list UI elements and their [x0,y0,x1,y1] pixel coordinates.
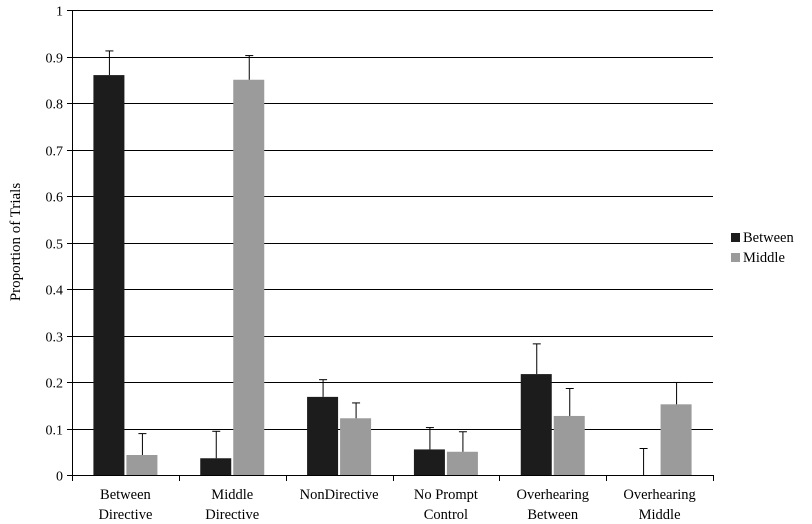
x-category-label: Control [424,507,468,523]
x-category-label: Between [100,487,151,503]
bars [93,75,692,475]
y-tick-label: 0.1 [46,424,64,439]
bar-between [520,374,552,475]
x-category-label: No Prompt [414,487,478,503]
x-category-label: Directive [98,507,152,523]
y-axis-title: Proportion of Trials [8,183,24,302]
y-tick-label: 0.3 [46,331,64,346]
x-category-label: Overhearing [517,487,589,503]
legend-label-between: Between [743,230,794,246]
x-category-label: Overhearing [623,487,695,503]
bar-middle [660,404,692,475]
y-tick-label: 0.2 [46,377,64,392]
axes [67,10,714,481]
y-tick-label: 0.4 [46,284,64,299]
bar-between [200,458,232,475]
bar-middle [233,79,265,475]
bar-middle [340,418,372,475]
bar-between [93,75,125,475]
bar-middle [553,415,585,475]
y-tick-label: 0.6 [46,191,64,206]
gridlines [72,10,713,430]
x-category-labels: Between Directive Middle Directive NonDirect… [98,487,695,523]
y-tick-label: 0 [56,470,63,485]
y-tick-label: 0.8 [46,98,64,113]
legend: Between Middle [731,230,794,266]
legend-swatch-middle [731,253,740,262]
y-tick-labels: 0 0.1 0.2 0.3 0.4 0.5 0.6 0.7 0.8 0.9 1 [46,5,64,485]
x-category-label: Middle [211,487,253,503]
y-tick-label: 1 [56,5,63,20]
bar-middle [446,451,478,475]
y-tick-label: 0.7 [46,145,64,160]
legend-label-middle: Middle [743,250,785,266]
x-category-label: Directive [205,507,259,523]
x-category-label: Middle [639,507,681,523]
bar-between [307,396,339,475]
legend-swatch-between [731,233,740,242]
y-tick-label: 0.9 [46,52,64,67]
bar-between [413,449,445,475]
x-category-label: NonDirective [300,487,379,503]
x-category-label: Between [527,507,578,523]
error-bars [105,50,681,475]
bar-middle [126,455,158,475]
y-tick-label: 0.5 [46,238,64,253]
